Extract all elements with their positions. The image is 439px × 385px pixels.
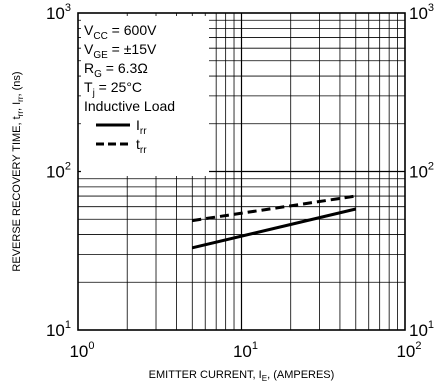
x-tick-label: 100 bbox=[69, 340, 94, 361]
legend-label-1: trr bbox=[136, 136, 147, 156]
y-tick-label-right: 101 bbox=[409, 319, 434, 340]
x-tick-labels: 100 101 102 bbox=[69, 340, 421, 361]
y-axis-title: REVERSE RECOVERY TIME, trr, Irr, (ns) bbox=[11, 71, 25, 271]
condition-text: VGE = ±15V bbox=[84, 41, 157, 61]
plot-frame bbox=[77, 12, 406, 331]
x-axis-title: EMITTER CURRENT, IE, (AMPERES) bbox=[149, 369, 335, 383]
y-tick-labels-right: 101 102 103 bbox=[409, 2, 434, 340]
y-tick-label-right: 102 bbox=[409, 161, 434, 182]
x-tick-label: 101 bbox=[233, 340, 258, 361]
series-line-0 bbox=[191, 207, 357, 250]
condition-text: Tj = 25°C bbox=[84, 79, 142, 99]
y-tick-labels-left: 101 102 103 bbox=[46, 2, 71, 340]
y-tick-label-left: 102 bbox=[46, 161, 71, 182]
legend-box bbox=[81, 16, 209, 176]
series-layer bbox=[191, 194, 357, 250]
condition-text: Inductive Load bbox=[84, 98, 175, 114]
y-tick-label-right: 103 bbox=[409, 2, 434, 23]
y-tick-label-left: 101 bbox=[46, 319, 71, 340]
condition-text: RG = 6.3Ω bbox=[84, 60, 148, 80]
legend-label-0: Irr bbox=[136, 117, 147, 137]
y-tick-label-left: 103 bbox=[46, 2, 71, 23]
x-tick-label: 102 bbox=[396, 340, 421, 361]
condition-text: VCC = 600V bbox=[84, 22, 157, 42]
